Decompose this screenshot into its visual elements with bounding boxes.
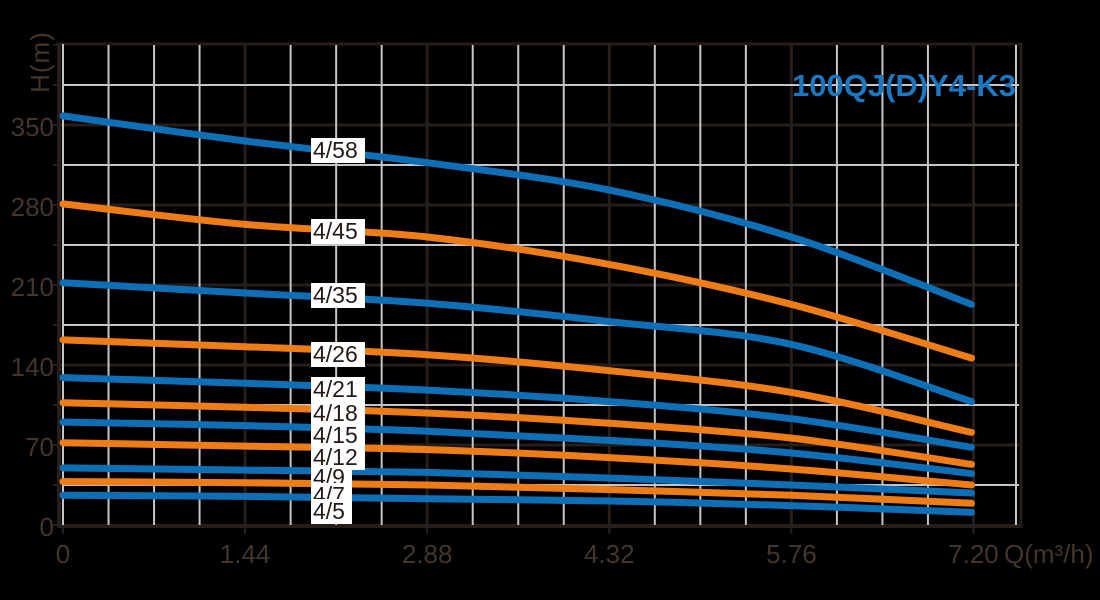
curve-4/21 (59, 374, 975, 451)
x-tick-label: 4.32 (583, 539, 635, 569)
y-axis-label: H(m) (25, 31, 55, 93)
y-tick-label: 280 (10, 192, 54, 222)
x-tick-label: 5.76 (766, 539, 817, 569)
x-axis-unit-label: Q(m³/h) (1004, 539, 1094, 569)
curve-4/9 (59, 464, 975, 497)
y-tick-label: 350 (10, 112, 54, 142)
y-tick-label: 140 (10, 352, 54, 382)
curve-4/35 (59, 279, 975, 406)
x-tick-label: 7.20 (948, 539, 999, 569)
curve-label-chip: 4/18 (311, 401, 365, 426)
curve-4/18 (59, 399, 975, 468)
curve-label-chip: 4/58 (311, 138, 365, 163)
y-tick-label: 210 (10, 272, 54, 302)
x-tick-label: 2.88 (401, 539, 453, 569)
curve-4/26 (59, 336, 975, 436)
curve-4/12 (59, 439, 975, 489)
chart-title: 100QJ(D)Y4-K3 (792, 68, 1016, 103)
curve-4/15 (59, 418, 975, 478)
curve-4/7 (59, 478, 975, 507)
x-tick-label: 1.44 (219, 539, 271, 569)
y-tick-label: 70 (25, 432, 54, 462)
curve-label-chip: 4/45 (311, 219, 365, 244)
curve-4/58 (59, 112, 975, 308)
curve-label-chip: 4/15 (311, 423, 365, 448)
curve-4/5 (59, 491, 975, 516)
y-tick-label: 0 (39, 512, 54, 542)
curve-label-chip: 4/21 (311, 377, 365, 402)
x-tick-label: 0 (55, 539, 71, 569)
curve-label-chip: 4/26 (311, 342, 365, 367)
curve-label-chip: 4/35 (311, 283, 365, 308)
curve-4/45 (59, 200, 975, 362)
curve-label-chip: 4/5 (311, 499, 352, 524)
